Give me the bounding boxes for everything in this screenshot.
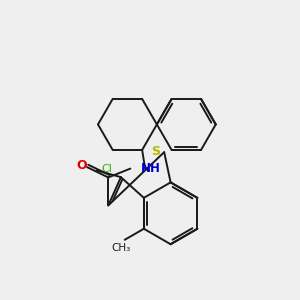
Text: NH: NH [141, 162, 160, 175]
Text: S: S [152, 145, 160, 158]
Text: Cl: Cl [101, 164, 112, 174]
Text: CH₃: CH₃ [112, 243, 131, 253]
Text: O: O [76, 159, 87, 172]
